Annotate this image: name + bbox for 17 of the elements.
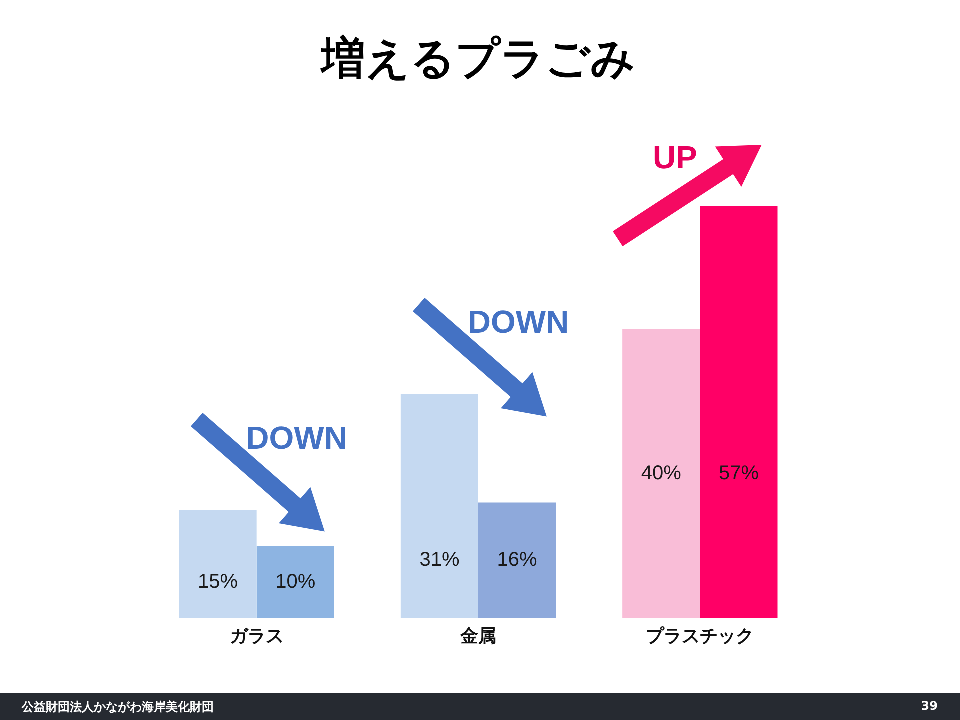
data-label: 15% bbox=[198, 570, 238, 593]
x-tick-label: プラスチック bbox=[646, 626, 754, 646]
annotation: DOWN bbox=[468, 304, 570, 340]
bar bbox=[622, 329, 700, 618]
data-label: 16% bbox=[497, 549, 538, 572]
footer: 公益財団法人かながわ海岸美化財団 39 bbox=[0, 693, 960, 720]
bar bbox=[478, 502, 556, 618]
x-tick-label: 金属 bbox=[460, 626, 496, 646]
annotation: DOWN bbox=[246, 420, 348, 456]
data-label: 10% bbox=[276, 570, 316, 593]
bar bbox=[256, 546, 334, 618]
data-label: 40% bbox=[641, 462, 682, 484]
chart-title: 増えるプラごみ bbox=[320, 34, 636, 84]
data-label: 57% bbox=[718, 462, 760, 484]
data-label: 31% bbox=[420, 549, 460, 572]
text: UP bbox=[652, 139, 698, 176]
x-tick-label: ガラス bbox=[230, 626, 284, 646]
